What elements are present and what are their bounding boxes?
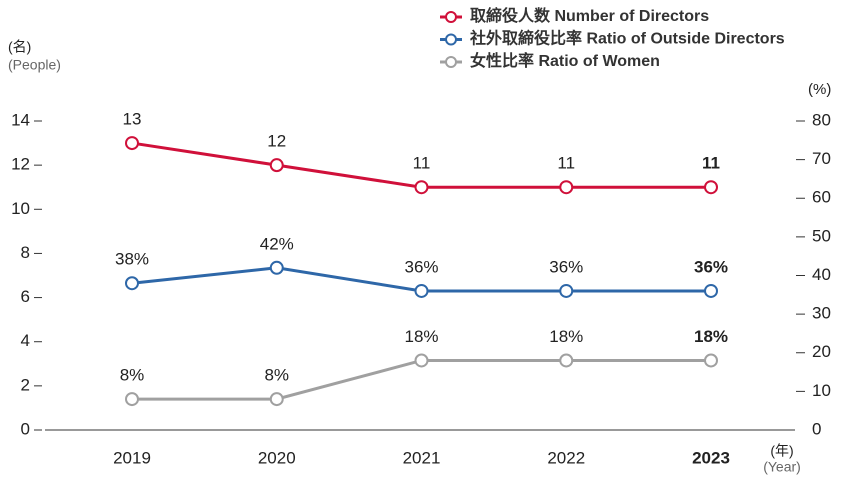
legend-marker [445, 33, 457, 46]
legend-label: 取締役人数 Number of Directors [470, 6, 709, 25]
point [125, 136, 139, 151]
y-tick-label: 8 [21, 243, 30, 262]
y2-tick-label: 80 [812, 110, 831, 129]
y2-tick-label: 20 [812, 342, 831, 361]
legend-marker [445, 11, 457, 23]
x-tick-label: 2021 [403, 448, 441, 467]
y-axis-label-en: (People) [8, 57, 61, 73]
y-tick-label: 2 [21, 375, 30, 394]
legend-label: 社外取締役比率 Ratio of Outside Directors [469, 29, 785, 48]
point [704, 180, 718, 195]
y-tick-label: 12 [11, 155, 30, 174]
point [559, 283, 574, 298]
y-tick-label: 14 [11, 110, 30, 129]
value-label: 8% [120, 366, 145, 385]
y2-tick-label: 10 [812, 381, 831, 400]
y-axis-label: (名) [8, 39, 31, 55]
x-tick-label: 2022 [547, 448, 585, 467]
y2-tick-label: 50 [812, 226, 831, 245]
value-label: 18% [549, 327, 583, 346]
value-label: 12 [267, 132, 286, 151]
y2-tick-label: 0 [812, 419, 821, 438]
legend-marker [445, 56, 457, 68]
value-label: 18% [404, 327, 438, 346]
value-label: 36% [694, 257, 728, 276]
y2-tick-label: 70 [812, 149, 831, 168]
x-axis-label-en: (Year) [763, 459, 801, 475]
y-tick-label: 6 [21, 287, 30, 306]
value-label: 11 [702, 154, 720, 173]
x-tick-label: 2019 [113, 448, 151, 467]
value-label: 13 [123, 110, 142, 129]
y2-tick-label: 60 [812, 188, 831, 207]
y-tick-label: 4 [21, 331, 30, 350]
point [125, 392, 139, 407]
point [414, 283, 429, 298]
point [559, 180, 574, 195]
x-tick-label: 2023 [692, 448, 730, 467]
value-label: 11 [557, 154, 575, 173]
point [704, 283, 718, 298]
point [414, 180, 429, 195]
y-tick-label: 10 [11, 199, 30, 218]
value-label: 8% [264, 366, 289, 385]
y-tick-label: 0 [21, 419, 30, 438]
point [559, 353, 574, 368]
y2-axis-label: (%) [808, 81, 831, 98]
value-label: 36% [404, 257, 438, 276]
point [414, 353, 429, 368]
value-label: 18% [694, 327, 728, 346]
x-tick-label: 2020 [258, 448, 296, 467]
value-label: 11 [413, 154, 431, 173]
point [269, 392, 284, 407]
legend-label: 女性比率 Ratio of Women [470, 51, 660, 70]
point [125, 276, 139, 291]
value-label: 42% [260, 234, 294, 253]
point [704, 353, 718, 368]
point [269, 260, 284, 275]
point [269, 158, 284, 173]
y2-tick-label: 30 [812, 304, 831, 323]
x-axis-label: (年) [770, 443, 793, 459]
value-label: 36% [549, 257, 583, 276]
y2-tick-label: 40 [812, 265, 831, 284]
value-label: 38% [115, 250, 149, 269]
